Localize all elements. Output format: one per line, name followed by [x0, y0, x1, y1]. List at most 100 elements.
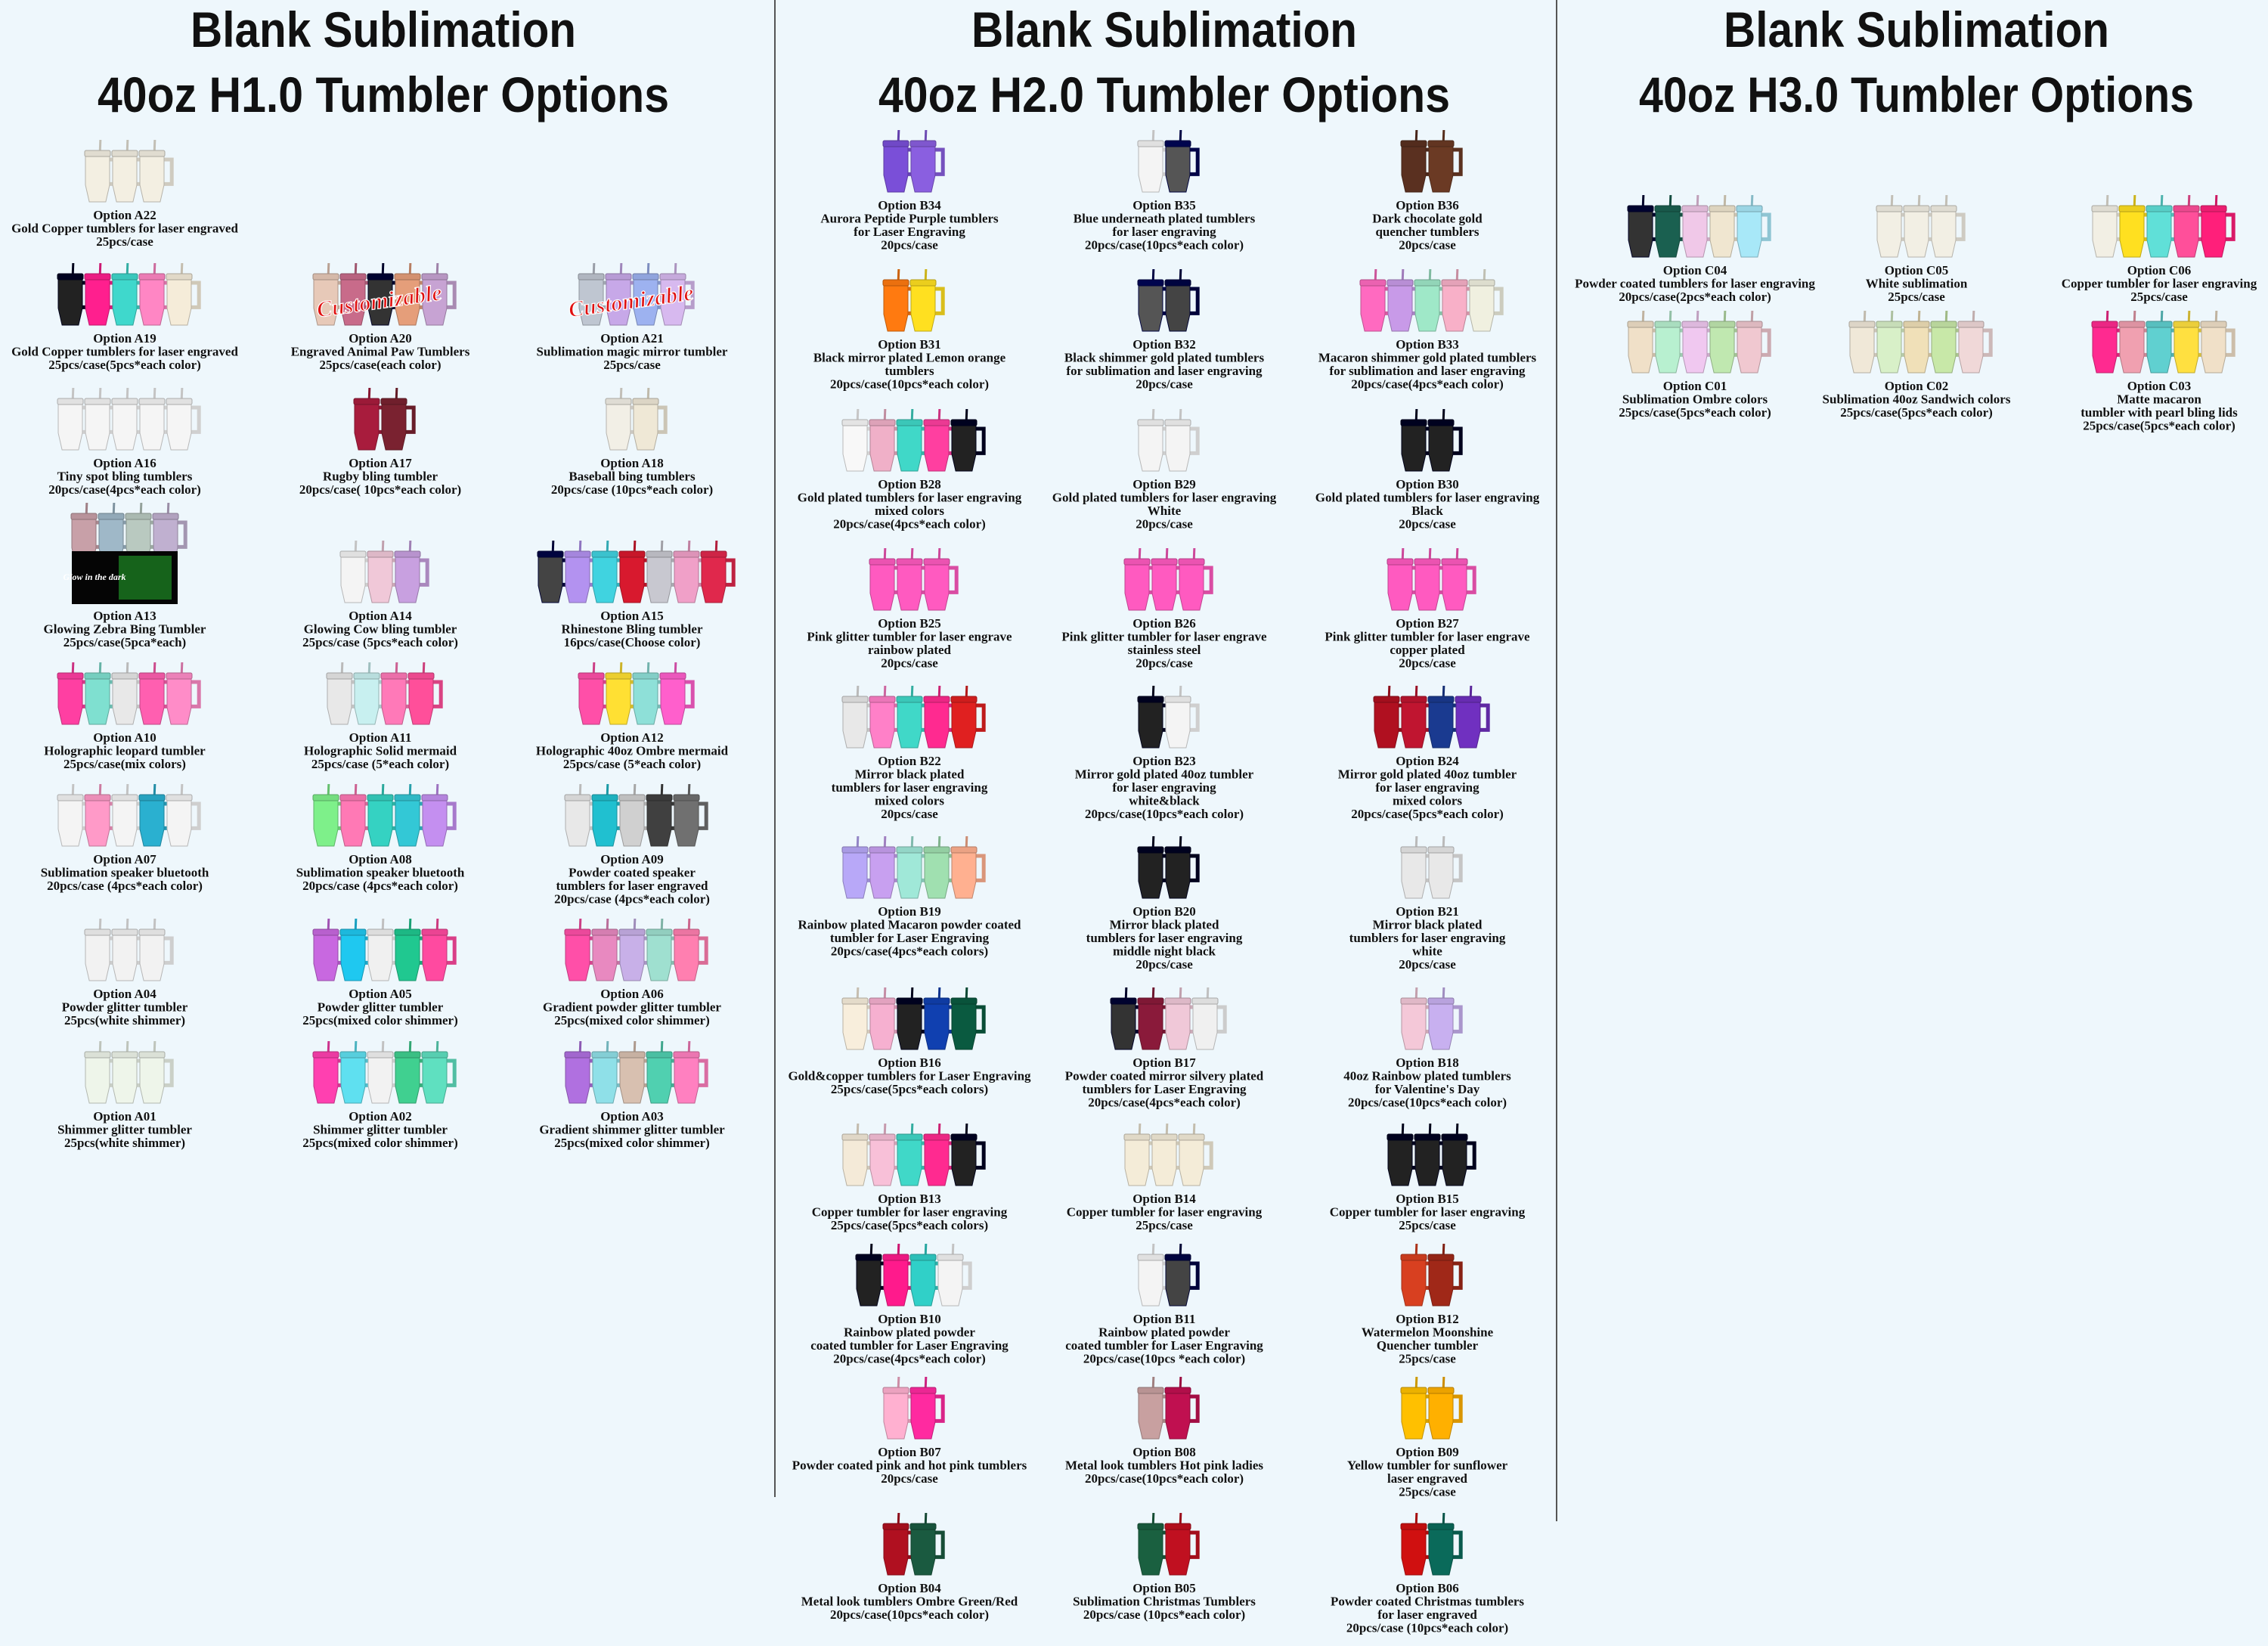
handle — [948, 566, 959, 594]
product-image — [841, 987, 986, 1050]
tumbler-lid — [84, 672, 111, 680]
option-detail: 20pcs/case(4pcs*each color) — [1351, 377, 1504, 392]
product-image — [57, 783, 201, 847]
handle — [1189, 1394, 1200, 1423]
straw — [1401, 547, 1405, 561]
option-detail: Powder glitter tumbler — [62, 1000, 188, 1015]
product-image — [1137, 1512, 1200, 1576]
tumbler-body — [2174, 209, 2199, 258]
tumbler-lid — [646, 794, 673, 801]
straw — [1414, 129, 1418, 143]
tumbler-body — [1849, 325, 1875, 374]
option-code: Option A05 — [349, 987, 412, 1001]
option-detail: 20pcs/case(10pcs*each color) — [1085, 1471, 1244, 1486]
tumbler-lid — [111, 273, 138, 281]
tumbler-body — [1428, 1527, 1454, 1576]
option-code: Option A14 — [349, 609, 412, 623]
tumbler-lid — [1137, 997, 1164, 1005]
straw — [125, 262, 129, 276]
option-detail: Sublimation magic mirror tumbler — [537, 345, 728, 359]
tumbler-lid — [700, 550, 727, 558]
option-detail: Sublimation 40oz Sandwich colors — [1823, 392, 2011, 407]
straw — [646, 662, 650, 675]
tumbler-body — [924, 1138, 950, 1186]
straw — [1696, 194, 1699, 208]
tumbler-body — [897, 423, 922, 472]
tumbler-lid — [591, 550, 618, 558]
tumbler-lid — [138, 672, 166, 680]
option-detail: tumblers for laser engraving — [1086, 931, 1243, 945]
option-detail: Glowing Cow bling tumbler — [304, 622, 457, 637]
option-detail: Watermelon Moonshine — [1362, 1325, 1494, 1340]
straw — [2105, 310, 2109, 324]
straw — [354, 783, 358, 797]
tumbler-lid — [591, 1051, 618, 1059]
tumbler-body — [166, 277, 192, 326]
tumbler-body — [897, 851, 922, 899]
tumbler-lid — [1164, 1254, 1191, 1261]
option-detail: Gold&copper tumblers for Laser Engraving — [788, 1069, 1031, 1083]
tumbler-lid — [896, 846, 923, 854]
tumbler-lid — [855, 1254, 882, 1261]
option-detail: 25pcs(mixed color shimmer) — [554, 1136, 710, 1150]
straw — [965, 1123, 968, 1136]
tumbler-lid — [1876, 321, 1903, 328]
handle — [446, 281, 457, 309]
option-code: Option C03 — [2127, 379, 2192, 393]
tumbler-lid — [1427, 419, 1455, 426]
straw — [714, 540, 718, 553]
option-detail: 20pcs/case(10pcs*each color) — [1085, 238, 1244, 253]
tumbler-lid — [1137, 846, 1164, 854]
option-code: Option B21 — [1396, 904, 1459, 919]
handle — [191, 680, 201, 708]
option-detail: 20pcs/case(4pcs*each color) — [833, 517, 986, 532]
option-detail: Macaron shimmer gold plated tumblers — [1318, 351, 1537, 365]
tumbler-body — [1737, 325, 1762, 374]
straw — [1138, 547, 1142, 561]
option-code: Option B07 — [878, 1445, 941, 1459]
tumbler-body — [1428, 1002, 1454, 1050]
straw — [1179, 835, 1182, 849]
tumbler-lid — [2146, 321, 2173, 328]
option-detail: 25pcs/case — [1888, 290, 1945, 304]
option-detail: for laser engraving — [1375, 780, 1479, 795]
option-detail: 20pcs/case(10pcs*each color) — [830, 377, 989, 392]
product-image — [84, 918, 174, 981]
product-image — [57, 662, 201, 725]
option-detail: 20pcs/case (4pcs*each color) — [47, 879, 203, 893]
product-image — [1400, 1512, 1463, 1576]
tumbler-body — [340, 798, 366, 847]
tumbler-body — [924, 1002, 950, 1050]
tumbler-lid — [380, 672, 407, 680]
option-detail: Powder coated pink and hot pink tumblers — [792, 1458, 1027, 1473]
tumbler-lid — [1930, 321, 1957, 328]
tumbler-lid — [1930, 205, 1957, 212]
straw — [125, 918, 129, 931]
tumbler-lid — [646, 1051, 673, 1059]
handle — [446, 801, 457, 830]
tumbler-lid — [632, 273, 659, 281]
option-detail: tumblers for laser engraving — [832, 780, 988, 795]
straw — [897, 1376, 900, 1390]
straw — [354, 262, 358, 276]
option-detail: 25pcs/case(5pcs*each colors) — [831, 1218, 988, 1232]
product-image — [1137, 408, 1200, 472]
handle — [934, 1530, 945, 1559]
tumbler-body — [1165, 1527, 1191, 1576]
option-detail: Aurora Peptide Purple tumblers — [820, 212, 999, 226]
handle — [1189, 1261, 1200, 1290]
tumbler-body — [2174, 325, 2199, 374]
tumbler-lid — [1468, 279, 1495, 287]
straw — [633, 918, 637, 931]
tumbler-lid — [2200, 205, 2227, 212]
handle — [1466, 1141, 1476, 1170]
straw — [1151, 835, 1155, 849]
